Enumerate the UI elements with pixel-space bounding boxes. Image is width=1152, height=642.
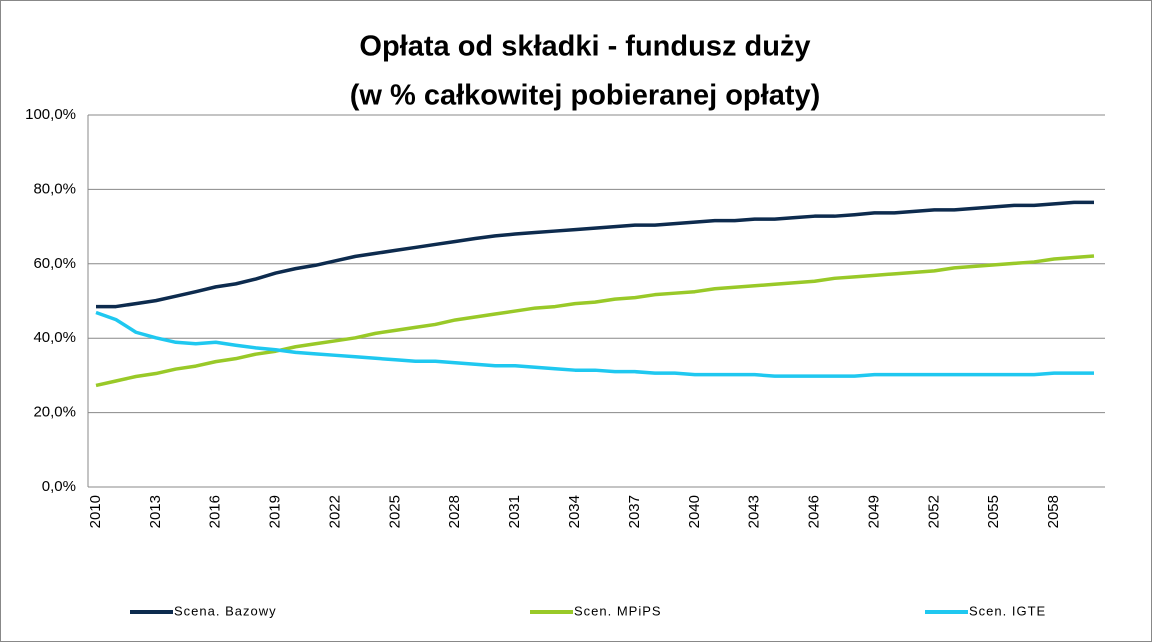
x-tick-label: 2043 [746,495,763,528]
series-line [96,200,1094,309]
chart-title: (w % całkowitej pobieranej opłaty) [350,80,821,112]
x-tick-label: 2031 [506,495,523,528]
y-tick-label: 20,0% [33,404,76,421]
y-tick-label: 40,0% [33,329,76,346]
x-tick-label: 2019 [267,495,284,528]
x-tick-label: 2010 [87,495,104,528]
x-tick-label: 2016 [207,495,224,528]
y-tick-label: 100,0% [25,106,76,123]
series-line [95,310,1094,378]
x-tick-label: 2037 [626,495,643,528]
y-tick-label: 80,0% [33,180,76,197]
series-line [95,254,1095,388]
x-tick-label: 2055 [985,495,1002,528]
x-tick-label: 2028 [446,495,463,528]
x-tick-label: 2040 [686,495,703,528]
legend-label: Scena. Bazowy [174,603,277,618]
x-tick-label: 2049 [865,495,882,528]
y-tick-label: 60,0% [33,255,76,272]
chart-title: Opłata od składki - fundusz duży [359,31,810,63]
x-tick-label: 2046 [806,495,823,528]
y-tick-label: 0,0% [42,478,76,495]
x-tick-label: 2058 [1045,495,1062,528]
x-tick-label: 2025 [386,495,403,528]
x-tick-label: 2052 [925,495,942,528]
x-tick-label: 2034 [566,495,583,528]
legend-label: Scen. IGTE [969,603,1046,618]
legend-label: Scen. MPiPS [574,603,662,618]
x-tick-label: 2022 [326,495,343,528]
x-tick-label: 2013 [147,495,164,528]
